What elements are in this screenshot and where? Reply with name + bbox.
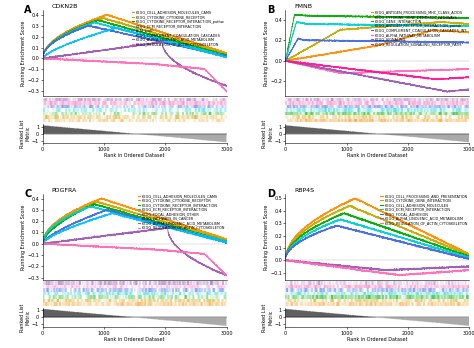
X-axis label: Rank in Ordered Dataset: Rank in Ordered Dataset — [347, 153, 408, 158]
Y-axis label: Running Enrichment Score: Running Enrichment Score — [264, 204, 269, 270]
X-axis label: Rank in Ordered Dataset: Rank in Ordered Dataset — [104, 153, 165, 158]
Legend: KEGG_CELL_ADHESION_MOLECULES_CAMS, KEGG_CYTOKINE_CYTOKINE_RECEPTOR, KEGG_CYTOKIN: KEGG_CELL_ADHESION_MOLECULES_CAMS, KEGG_… — [137, 194, 225, 230]
Text: A: A — [24, 5, 32, 15]
Text: RBP4S: RBP4S — [294, 188, 315, 193]
X-axis label: Rank in Ordered Dataset: Rank in Ordered Dataset — [347, 337, 408, 342]
Legend: KEGG_CELL_PROCESSING_AND_PRESENTATION, KEGG_CYTOKINE_GENE_INTERACTION, KEGG_CELL: KEGG_CELL_PROCESSING_AND_PRESENTATION, K… — [380, 194, 467, 225]
X-axis label: Rank in Ordered Dataset: Rank in Ordered Dataset — [104, 337, 165, 342]
Y-axis label: Ranked List
Metric: Ranked List Metric — [263, 303, 273, 332]
Text: B: B — [267, 5, 274, 15]
Legend: KEGG_CELL_ADHESION_MOLECULES_CAMS, KEGG_CYTOKINE_CYTOKINE_RECEPTOR, KEGG_CYTOKIN: KEGG_CELL_ADHESION_MOLECULES_CAMS, KEGG_… — [132, 10, 225, 46]
Text: C: C — [24, 189, 32, 199]
Text: FMNB: FMNB — [294, 5, 312, 9]
Y-axis label: Running Enrichment Score: Running Enrichment Score — [21, 21, 26, 86]
Y-axis label: Running Enrichment Score: Running Enrichment Score — [264, 21, 269, 86]
Y-axis label: Ranked List
Metric: Ranked List Metric — [263, 119, 273, 148]
Text: D: D — [267, 189, 275, 199]
Legend: KEGG_ANTIGEN_PROCESSING_MHC_CLASS_ACIDS, KEGG_CYTOKINE_GENE_DENDRITIC_PATHWAYS, : KEGG_ANTIGEN_PROCESSING_MHC_CLASS_ACIDS,… — [371, 10, 467, 46]
Y-axis label: Running Enrichment Score: Running Enrichment Score — [21, 204, 26, 270]
Text: PDGFRA: PDGFRA — [52, 188, 77, 193]
Y-axis label: Ranked List
Metric: Ranked List Metric — [20, 119, 30, 148]
Text: CDKN2B: CDKN2B — [52, 5, 78, 9]
Y-axis label: Ranked List
Metric: Ranked List Metric — [20, 303, 30, 332]
